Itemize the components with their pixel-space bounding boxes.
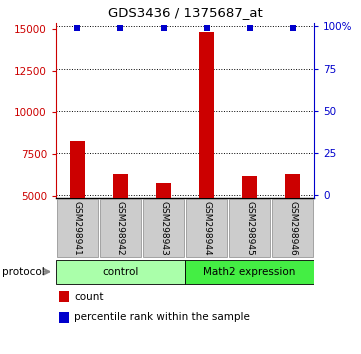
Text: GSM298941: GSM298941 <box>73 201 82 256</box>
Title: GDS3436 / 1375687_at: GDS3436 / 1375687_at <box>108 6 262 19</box>
Bar <box>100 199 141 257</box>
Bar <box>57 199 98 257</box>
Text: Math2 expression: Math2 expression <box>203 267 296 277</box>
Text: GSM298944: GSM298944 <box>202 201 211 256</box>
Bar <box>56 260 184 284</box>
Bar <box>58 312 69 322</box>
Bar <box>242 176 257 198</box>
Bar <box>186 199 227 257</box>
Text: GSM298946: GSM298946 <box>288 201 297 256</box>
Bar <box>186 260 314 284</box>
Bar <box>229 199 270 257</box>
Bar <box>70 141 85 198</box>
Bar <box>156 183 171 198</box>
Text: GSM298942: GSM298942 <box>116 201 125 256</box>
Text: GSM298945: GSM298945 <box>245 201 254 256</box>
Bar <box>199 32 214 198</box>
Bar <box>143 199 184 257</box>
Text: percentile rank within the sample: percentile rank within the sample <box>74 312 250 322</box>
Bar <box>113 174 128 198</box>
Text: count: count <box>74 292 104 302</box>
Text: control: control <box>102 267 139 277</box>
Text: protocol: protocol <box>2 267 44 277</box>
Bar <box>285 174 300 198</box>
Bar <box>58 291 69 302</box>
Bar <box>272 199 313 257</box>
Text: GSM298943: GSM298943 <box>159 201 168 256</box>
